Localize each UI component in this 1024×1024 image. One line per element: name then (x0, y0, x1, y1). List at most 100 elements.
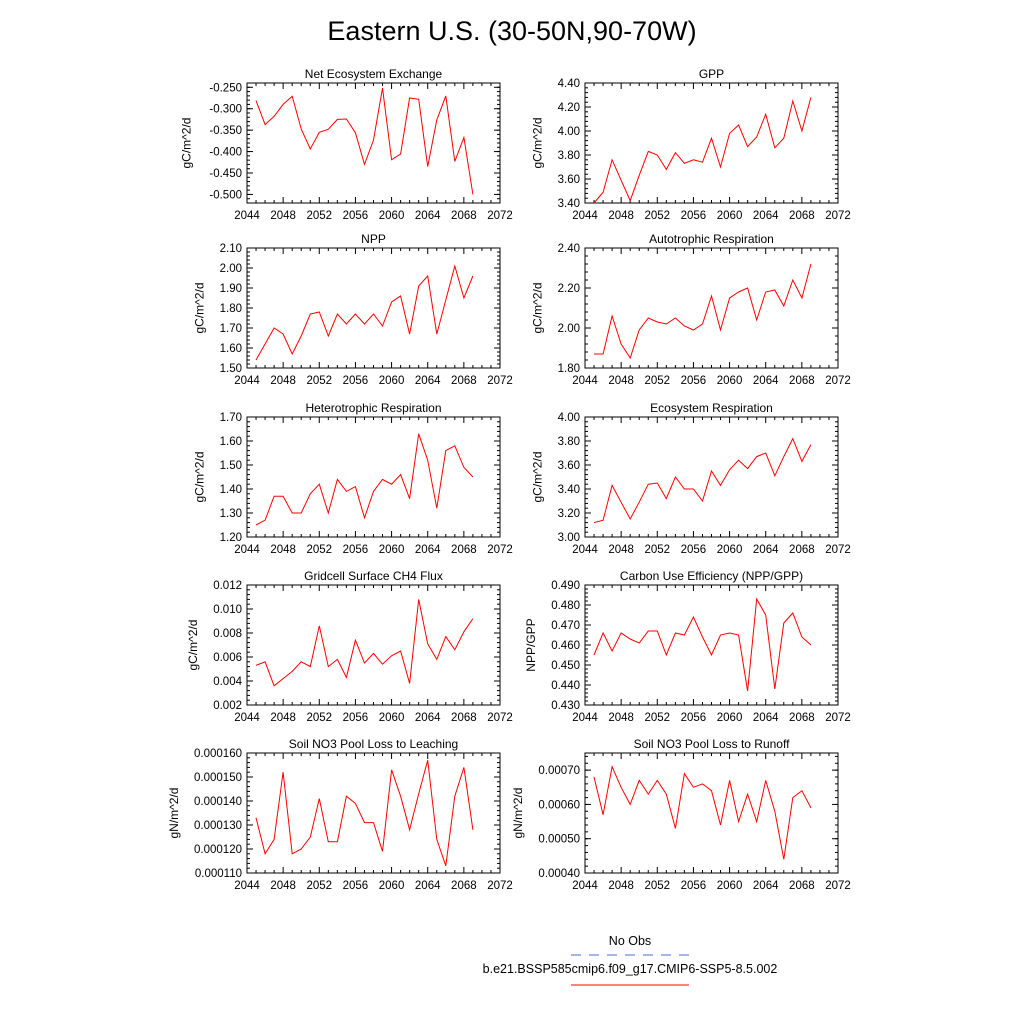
y-tick-label: 0.450 (551, 660, 580, 672)
y-tick-label: 2.10 (220, 243, 242, 255)
series-line (255, 264, 474, 361)
y-tick-label: 1.70 (220, 323, 242, 335)
y-tick-label: 1.70 (220, 412, 242, 424)
y-tick-label: 1.90 (220, 283, 242, 295)
x-tick-label: 2072 (825, 712, 851, 724)
x-tick-label: 2060 (717, 880, 743, 892)
panel-title: Autotrophic Respiration (649, 232, 774, 246)
y-tick-label: 0.012 (213, 580, 242, 592)
x-tick-label: 2060 (379, 210, 405, 222)
y-tick-label: 3.00 (558, 532, 580, 544)
x-tick-label: 2068 (451, 712, 477, 724)
y-tick-label: 3.40 (558, 484, 580, 496)
series-line (255, 760, 474, 866)
panel-title: GPP (699, 67, 724, 81)
plot-frame (584, 247, 839, 369)
x-tick-label: 2068 (789, 375, 815, 387)
x-tick-label: 2044 (572, 544, 598, 556)
panel-title: Heterotrophic Respiration (305, 401, 441, 415)
panel-gpp: GPP 2044 2048 2052 2056 2060 2064 2068 2072 4.40 4… (530, 67, 850, 222)
x-tick-label: 2052 (306, 375, 332, 387)
y-axis-label: gC/m^2/d (192, 452, 206, 503)
panel-npp: NPP 2044 2048 2052 2056 2060 2064 2068 2072 2.10 2… (192, 232, 512, 387)
x-tick-label: 2064 (753, 712, 779, 724)
x-tick-label: 2052 (306, 880, 332, 892)
x-tick-label: 2052 (644, 375, 670, 387)
x-tick-label: 2056 (343, 375, 369, 387)
x-tick-label: 2056 (681, 712, 707, 724)
x-tick-label: 2056 (343, 544, 369, 556)
x-tick-label: 2064 (753, 880, 779, 892)
y-axis-label: NPP/GPP (524, 618, 538, 671)
y-tick-label: 1.60 (220, 436, 242, 448)
x-tick-label: 2072 (825, 210, 851, 222)
x-tick-label: 2052 (306, 712, 332, 724)
panel-title: Soil NO3 Pool Loss to Runoff (634, 737, 791, 751)
y-tick-label: 0.00050 (538, 834, 580, 846)
x-tick-label: 2060 (379, 880, 405, 892)
y-axis-label: gC/m^2/d (180, 118, 194, 169)
panel-title: Gridcell Surface CH4 Flux (304, 569, 443, 583)
x-tick-label: 2064 (753, 544, 779, 556)
x-tick-label: 2044 (234, 712, 260, 724)
x-tick-label: 2044 (572, 375, 598, 387)
x-tick-label: 2044 (234, 544, 260, 556)
panel-soil-no3-pool-loss-to-leaching: Soil NO3 Pool Loss to Leaching 2044 2048 20… (167, 737, 513, 892)
y-tick-label: 0.00040 (538, 868, 580, 880)
legend-model-label: b.e21.BSSP585cmip6.f09_g17.CMIP6-SSP5-8.… (483, 962, 778, 976)
y-tick-label: 1.80 (558, 363, 580, 375)
x-tick-label: 2060 (717, 544, 743, 556)
panel-gridcell-surface-ch4-flux: Gridcell Surface CH4 Flux 2044 2048 2052 205… (186, 569, 513, 724)
series-line (255, 433, 474, 526)
y-tick-label: 1.50 (220, 460, 242, 472)
panel-title: Carbon Use Efficiency (NPP/GPP) (620, 569, 803, 583)
x-tick-label: 2060 (379, 544, 405, 556)
y-tick-label: 3.60 (558, 174, 580, 186)
y-tick-label: -0.350 (209, 125, 242, 137)
x-tick-label: 2064 (415, 210, 441, 222)
y-tick-label: 0.430 (551, 700, 580, 712)
y-tick-label: 0.00070 (538, 765, 580, 777)
y-tick-label: 3.60 (558, 460, 580, 472)
x-tick-label: 2068 (451, 544, 477, 556)
plot-frame (246, 247, 501, 369)
x-tick-label: 2072 (825, 375, 851, 387)
y-tick-label: 0.006 (213, 652, 242, 664)
x-tick-label: 2064 (415, 880, 441, 892)
panel-title: Soil NO3 Pool Loss to Leaching (289, 737, 458, 751)
x-tick-label: 2052 (644, 880, 670, 892)
x-tick-label: 2072 (487, 375, 513, 387)
x-tick-label: 2056 (681, 544, 707, 556)
y-tick-label: 1.60 (220, 343, 242, 355)
x-tick-label: 2064 (415, 712, 441, 724)
y-tick-label: 0.490 (551, 580, 580, 592)
plot-frame (246, 416, 501, 538)
x-tick-label: 2052 (644, 712, 670, 724)
y-tick-label: 3.40 (558, 198, 580, 210)
y-tick-label: 0.000160 (194, 748, 242, 760)
y-tick-label: 4.20 (558, 102, 580, 114)
x-tick-label: 2068 (451, 375, 477, 387)
y-tick-label: 3.80 (558, 436, 580, 448)
x-tick-label: 2068 (789, 544, 815, 556)
figure-title: Eastern U.S. (30-50N,90-70W) (327, 16, 696, 46)
y-tick-label: -0.300 (209, 104, 242, 116)
x-tick-label: 2048 (270, 712, 296, 724)
panel-heterotrophic-respiration: Heterotrophic Respiration 2044 2048 2052 205… (192, 401, 512, 556)
y-axis-label: gC/m^2/d (530, 283, 544, 334)
plot-frame (584, 416, 839, 538)
y-axis-label: gC/m^2/d (186, 620, 200, 671)
x-tick-label: 2048 (270, 544, 296, 556)
x-tick-label: 2044 (234, 210, 260, 222)
y-tick-label: 0.002 (213, 700, 242, 712)
x-tick-label: 2064 (415, 544, 441, 556)
plot-frame (246, 584, 501, 706)
y-tick-label: 0.480 (551, 600, 580, 612)
y-tick-label: 2.20 (558, 283, 580, 295)
y-tick-label: 0.004 (213, 676, 242, 688)
y-tick-label: 0.010 (213, 604, 242, 616)
y-tick-label: -0.400 (209, 147, 242, 159)
x-tick-label: 2060 (379, 712, 405, 724)
x-tick-label: 2068 (451, 210, 477, 222)
y-tick-label: 1.30 (220, 508, 242, 520)
